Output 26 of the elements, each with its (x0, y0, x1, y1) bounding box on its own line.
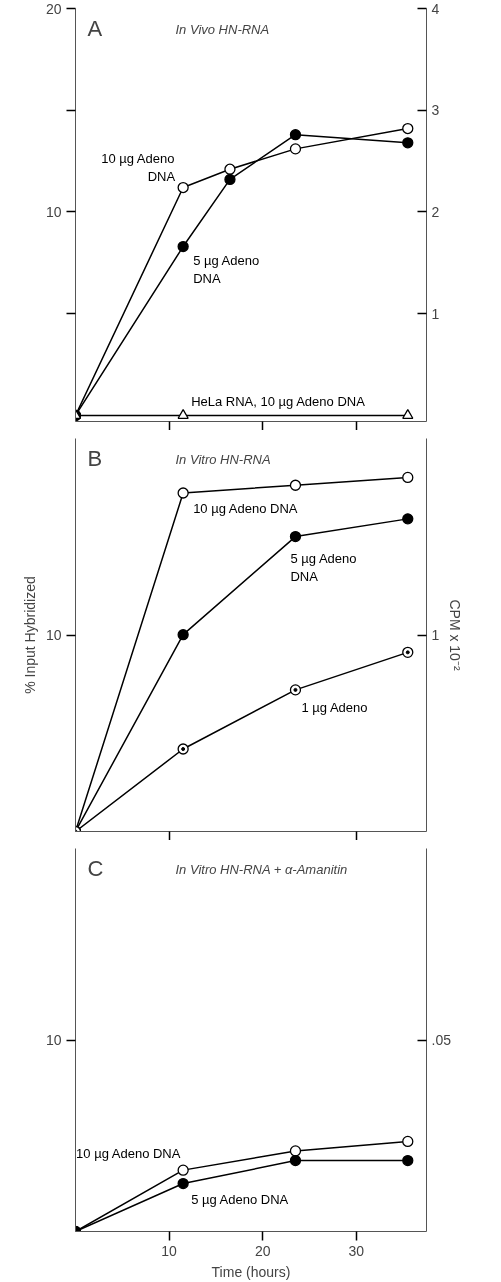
series-label: 5 µg Adeno DNA (191, 1191, 289, 1207)
chart-subtitle: In Vitro HN-RNA (175, 451, 271, 467)
x-tick-label: 10 (161, 1242, 178, 1259)
text: In Vivo HN-RNA (175, 21, 270, 37)
y2-tick-label: 3 (431, 102, 440, 119)
chart-subtitle: In Vitro HN-RNA + α-Amanitin (175, 861, 348, 877)
series-label: HeLa RNA, 10 µg Adeno DNA (191, 394, 366, 410)
x-tick-label: 30 (348, 1242, 365, 1259)
y2-tick-label: 1 (431, 305, 440, 322)
text: 1 (431, 627, 440, 643)
x-axis-title: Time (hours) (211, 1263, 291, 1280)
series-label: 10 µg Adeno DNA (101, 150, 176, 184)
x-tick-label: 20 (254, 1242, 271, 1259)
series-label: 10 µg Adeno DNA (76, 1146, 181, 1162)
chart-title: B (87, 445, 103, 471)
chart-title: A (87, 15, 103, 41)
series-label: 1 µg Adeno (301, 699, 368, 715)
text: .05 (431, 1032, 452, 1048)
y2-tick-label: 4 (431, 0, 440, 17)
y2-axis-title: CPM x 10⁻² (447, 599, 464, 671)
chart-title: C (87, 855, 104, 881)
series-label: 10 µg Adeno DNA (193, 501, 298, 517)
series-label: 5 µg Adeno DNA (193, 252, 260, 286)
y-axis-title: % Input Hybridized (21, 576, 38, 694)
series-label: 5 µg Adeno DNA (290, 550, 357, 584)
y2-tick-label: 2 (431, 203, 440, 220)
